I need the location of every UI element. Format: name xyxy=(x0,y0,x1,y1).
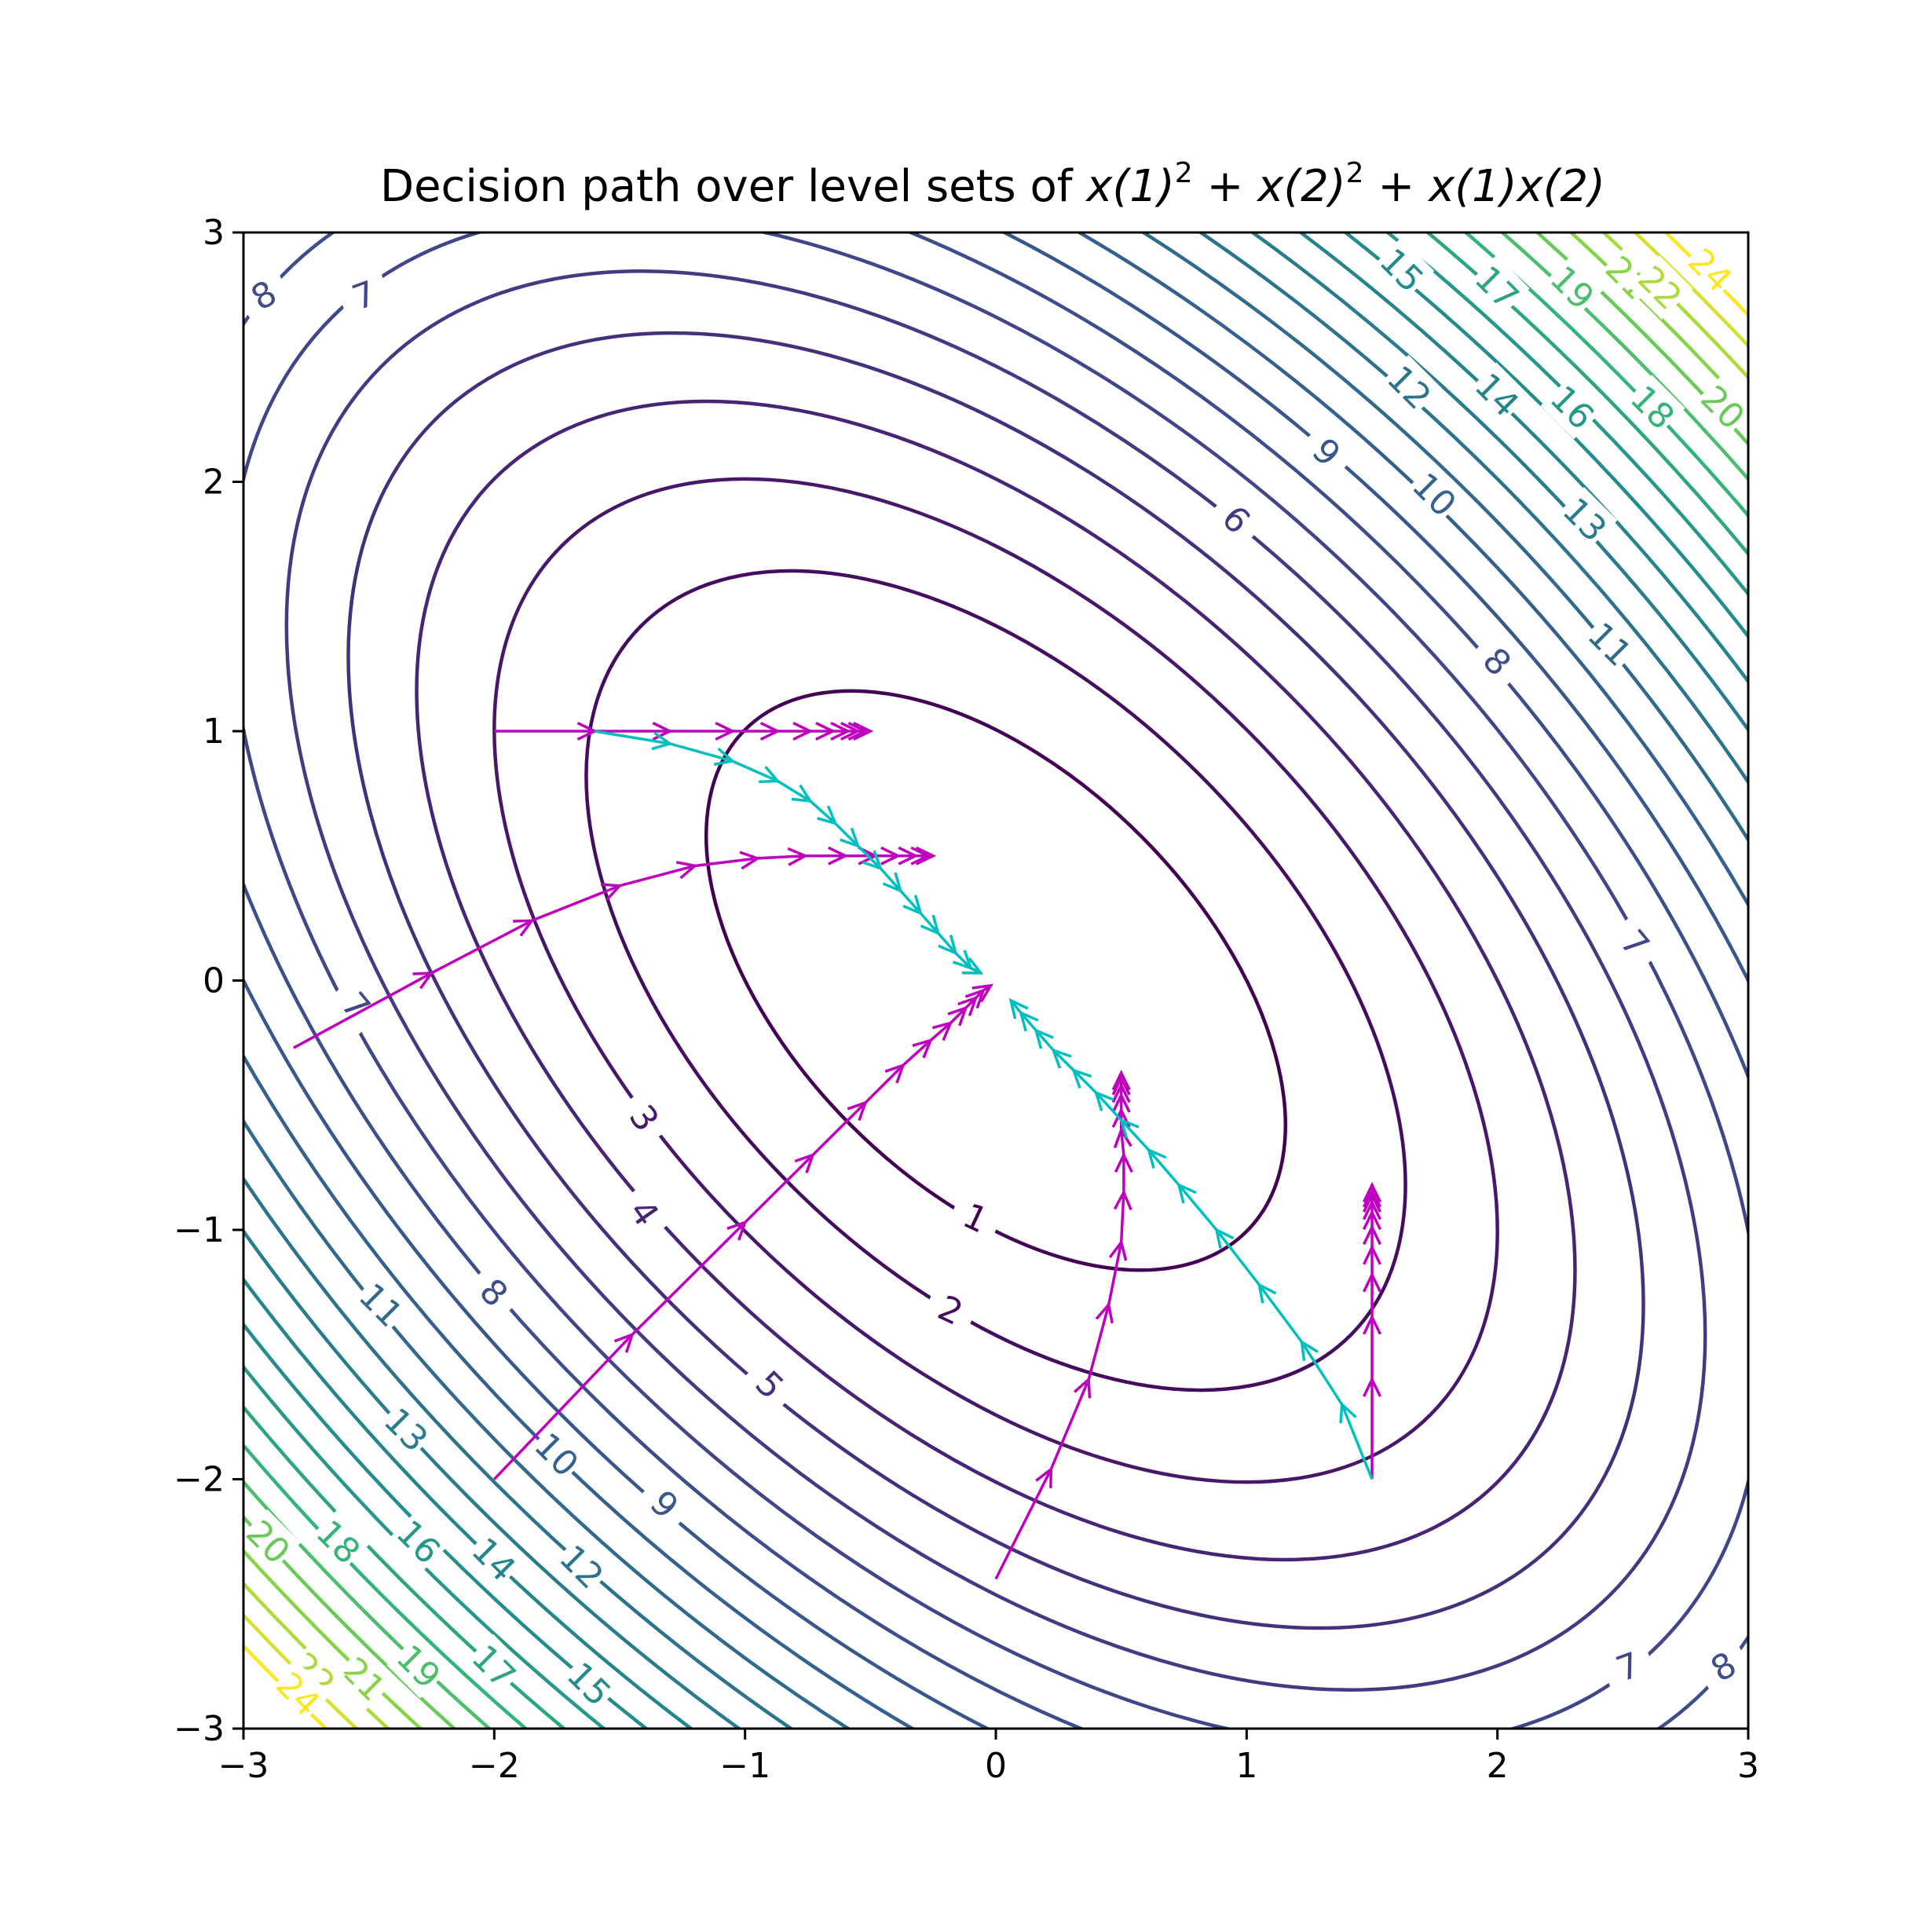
decision-path-6 xyxy=(594,730,984,975)
contour-label-gap xyxy=(613,1180,677,1245)
contour-label-gap xyxy=(331,1646,397,1711)
contour-label-gap xyxy=(1294,419,1359,485)
contour-label-gap xyxy=(632,1472,697,1537)
y-tick-label: −3 xyxy=(174,1709,225,1749)
x-axis: −3 −2 −1 0 1 2 3 xyxy=(218,1729,1759,1786)
contour-label-gap xyxy=(462,1527,527,1592)
decision-path-2 xyxy=(293,846,937,1049)
contour-label-gap xyxy=(1691,375,1748,440)
contour-label-gap xyxy=(1692,1635,1748,1697)
x-tick-label: 0 xyxy=(985,1746,1007,1786)
contour-level-5 xyxy=(346,331,1645,1630)
contour-level-2 xyxy=(584,569,1407,1392)
contour-label-gap xyxy=(306,1509,371,1574)
contour-label-gap xyxy=(349,1272,414,1337)
contour-label-gap xyxy=(920,1279,982,1340)
x-tick-label: 1 xyxy=(1235,1746,1257,1786)
decision-path-3 xyxy=(493,983,993,1480)
contour-label-gap xyxy=(1540,254,1605,320)
contour-level-3 xyxy=(492,477,1499,1484)
contour-label-gap xyxy=(1402,462,1467,527)
contour-label-gap xyxy=(550,1534,615,1599)
decision-path-4 xyxy=(994,1069,1133,1580)
y-tick-label: −2 xyxy=(174,1460,225,1500)
y-axis: −3 −2 −1 0 1 2 3 xyxy=(174,213,243,1749)
contour-label-gap xyxy=(324,973,389,1038)
x-tick-label: −1 xyxy=(719,1746,770,1786)
contour-label-gap xyxy=(1603,910,1668,975)
contour-level-4 xyxy=(415,399,1577,1562)
contour-label-gap xyxy=(1540,375,1605,440)
x-tick-label: −2 xyxy=(469,1746,520,1786)
path-arrow xyxy=(961,957,984,975)
contour-label-gap xyxy=(1678,237,1744,302)
contour-label-gap xyxy=(613,1085,677,1150)
chart-title: Decision path over level sets of x(1)2 +… xyxy=(380,157,1605,212)
contour-label-gap xyxy=(525,1422,590,1487)
decision-path-5 xyxy=(1362,1181,1382,1480)
contour-level-6 xyxy=(284,269,1707,1692)
contour-label-gap xyxy=(386,1634,452,1699)
path-arrow xyxy=(852,721,874,741)
x-tick-label: 3 xyxy=(1737,1746,1759,1786)
y-tick-label: 3 xyxy=(203,213,225,253)
contour-label-gap xyxy=(1465,254,1530,320)
contour-label-gap xyxy=(1465,629,1530,694)
contour-label-gap xyxy=(462,1260,527,1325)
contour-label-gap xyxy=(243,1509,301,1574)
contour-label-gap xyxy=(737,1352,803,1417)
decision-path-7 xyxy=(1008,997,1374,1480)
contour-label-gap xyxy=(266,1661,331,1726)
decision-path-1 xyxy=(494,721,874,741)
y-tick-label: −1 xyxy=(174,1210,225,1250)
contour-label-gap xyxy=(1628,254,1693,320)
contour-label-gap xyxy=(1370,237,1435,302)
contour-level-1 xyxy=(704,689,1287,1272)
decision-paths xyxy=(293,721,1382,1580)
contour-label-gap xyxy=(386,1509,452,1574)
contour-label-gap xyxy=(1377,354,1442,419)
contour-label-gap xyxy=(945,1187,1007,1248)
y-tick-label: 1 xyxy=(203,712,225,752)
path-arrow xyxy=(1111,1069,1131,1091)
contour-label-gap xyxy=(1553,487,1618,552)
contour-label-gap xyxy=(1620,375,1685,440)
path-arrow xyxy=(971,983,993,1003)
x-tick-label: −3 xyxy=(218,1746,269,1786)
contour-label-gap xyxy=(281,1641,346,1707)
contour-label-gap xyxy=(1578,611,1643,676)
contour-label-gap xyxy=(374,1396,439,1462)
y-tick-label: 0 xyxy=(203,961,225,1001)
path-arrow xyxy=(1362,1181,1382,1203)
contour-label-gap xyxy=(462,1634,527,1699)
contour-label-gap xyxy=(334,265,394,324)
contour-label-gap xyxy=(1597,1637,1658,1696)
contour-label-gap xyxy=(243,264,295,326)
contour-label-gap xyxy=(1204,487,1269,552)
contour-label-gap xyxy=(557,1651,622,1716)
y-tick-label: 2 xyxy=(203,463,225,503)
path-arrow xyxy=(1008,997,1029,1019)
contour-label-gap xyxy=(1465,362,1530,427)
x-tick-label: 2 xyxy=(1487,1746,1509,1786)
path-arrow xyxy=(915,846,937,865)
